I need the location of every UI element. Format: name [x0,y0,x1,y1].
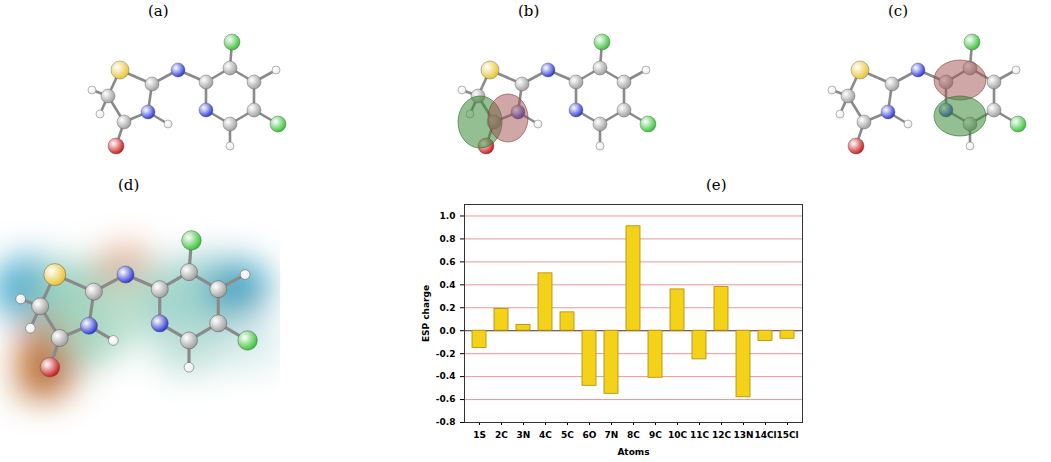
svg-text:15Cl: 15Cl [776,430,798,440]
svg-text:3N: 3N [517,430,531,440]
svg-text:-0.2: -0.2 [436,349,456,359]
svg-text:1S: 1S [473,430,486,440]
svg-text:6O: 6O [583,430,597,440]
svg-text:0.2: 0.2 [440,303,456,313]
html-text:(d): (d) [118,176,140,194]
svg-text:0.4: 0.4 [440,280,456,290]
svg-text:14Cl: 14Cl [754,430,776,440]
svg-text:12C: 12C [712,430,732,440]
svg-text:5C: 5C [561,430,574,440]
svg-text:-0.4: -0.4 [436,371,456,381]
svg-text:0.8: 0.8 [440,234,456,244]
svg-text:8C: 8C [627,430,640,440]
svg-text:0.0: 0.0 [440,326,456,336]
svg-text:ESP charge: ESP charge [421,285,431,342]
svg-text:2C: 2C [495,430,508,440]
svg-text:4C: 4C [539,430,552,440]
svg-text:1.0: 1.0 [440,211,456,221]
svg-text:10C: 10C [668,430,688,440]
svg-text:11C: 11C [690,430,710,440]
svg-text:-0.6: -0.6 [436,394,456,404]
svg-text:13N: 13N [733,430,753,440]
svg-text:0.6: 0.6 [440,257,456,267]
html-text:(a): (a) [148,2,169,20]
svg-text:9C: 9C [649,430,662,440]
html-text:(b): (b) [518,2,540,20]
html-text:(c): (c) [888,2,909,20]
svg-text:-0.8: -0.8 [436,417,456,427]
svg-text:7N: 7N [605,430,619,440]
svg-text:Atoms: Atoms [617,447,649,457]
html-text:(e): (e) [706,176,727,194]
